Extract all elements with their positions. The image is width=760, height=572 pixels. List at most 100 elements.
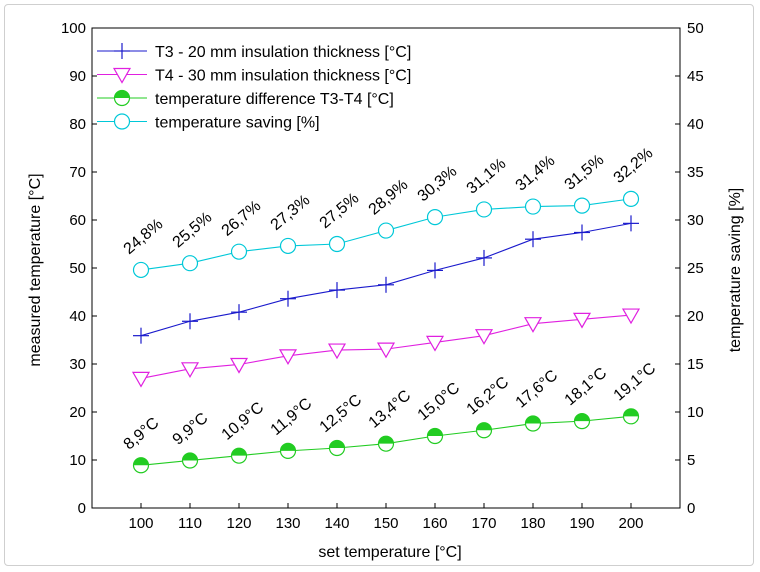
y2-tick-label: 45 bbox=[687, 68, 704, 85]
data-label: 9,9°C bbox=[170, 410, 212, 449]
legend-entry: T3 - 20 mm insulation thickness [°C] bbox=[155, 44, 411, 61]
data-point bbox=[572, 312, 592, 329]
y2-tick-label: 40 bbox=[687, 116, 704, 133]
data-point bbox=[182, 452, 198, 461]
data-label: 27,5% bbox=[317, 190, 363, 232]
series-1 bbox=[131, 308, 641, 388]
data-point bbox=[180, 362, 200, 379]
data-point bbox=[377, 222, 395, 239]
data-label: 32,2% bbox=[611, 145, 657, 187]
data-point bbox=[230, 243, 248, 260]
y-tick-label: 0 bbox=[78, 500, 86, 517]
data-label: 18,1°C bbox=[562, 365, 611, 410]
y-tick-label: 80 bbox=[69, 116, 86, 133]
data-point bbox=[425, 335, 445, 352]
data-label: 10,9°C bbox=[219, 399, 268, 444]
data-label: 12,5°C bbox=[317, 391, 366, 436]
x-tick-label: 110 bbox=[178, 515, 202, 532]
y-tick-label: 40 bbox=[69, 308, 86, 325]
data-point bbox=[132, 261, 150, 279]
y-tick-label: 60 bbox=[69, 212, 86, 229]
data-point bbox=[376, 342, 396, 359]
y2-tick-label: 0 bbox=[687, 500, 695, 517]
legend-marker bbox=[113, 113, 131, 130]
data-label: 25,5% bbox=[170, 209, 216, 251]
y2-tick-label: 15 bbox=[687, 356, 704, 373]
data-point bbox=[525, 416, 541, 424]
x-tick-label: 150 bbox=[373, 515, 398, 532]
y-tick-label: 100 bbox=[61, 20, 86, 37]
figure-frame bbox=[4, 4, 754, 566]
y-tick-label: 50 bbox=[69, 260, 86, 277]
data-label: 31,1% bbox=[464, 155, 510, 197]
y2-tick-label: 30 bbox=[687, 212, 704, 229]
y-tick-label: 20 bbox=[69, 404, 86, 421]
y2-tick-label: 25 bbox=[687, 260, 704, 277]
legend-entry: T4 - 30 mm insulation thickness [°C] bbox=[155, 68, 411, 85]
y-tick-label: 10 bbox=[69, 452, 86, 469]
data-label: 15,0°C bbox=[415, 379, 464, 424]
data-point bbox=[231, 448, 247, 456]
y-tick-label: 90 bbox=[69, 68, 86, 85]
y2-tick-label: 5 bbox=[687, 452, 695, 469]
data-point bbox=[131, 371, 151, 388]
data-point bbox=[523, 317, 543, 333]
data-label: 8,9°C bbox=[121, 414, 163, 453]
data-point bbox=[327, 343, 347, 360]
y-tick-label: 30 bbox=[69, 356, 86, 373]
data-point bbox=[574, 413, 590, 422]
x-tick-label: 120 bbox=[226, 515, 251, 532]
data-label: 31,4% bbox=[513, 152, 559, 194]
data-point bbox=[426, 209, 444, 226]
y2-tick-label: 50 bbox=[687, 20, 704, 37]
data-label: 19,1°C bbox=[611, 360, 660, 405]
data-point bbox=[329, 440, 345, 448]
data-label: 13,4°C bbox=[366, 387, 415, 432]
x-tick-label: 100 bbox=[128, 515, 153, 532]
data-point bbox=[279, 237, 297, 255]
data-label: 31,5% bbox=[562, 151, 608, 193]
data-point bbox=[280, 443, 296, 451]
data-point bbox=[278, 349, 298, 366]
x-tick-label: 160 bbox=[422, 515, 447, 532]
data-point bbox=[181, 255, 199, 272]
data-label: 16,2°C bbox=[464, 374, 513, 419]
y2-tick-label: 10 bbox=[687, 404, 704, 421]
series-3: 24,8% 25,5% 26,7% 27,3% 27,5% 28,9% 30,3% 31,1%… bbox=[121, 145, 657, 279]
data-label: 17,6°C bbox=[513, 367, 562, 412]
data-point bbox=[573, 197, 591, 214]
y2-tick-label: 20 bbox=[687, 308, 704, 325]
data-label: 26,7% bbox=[219, 198, 265, 240]
y2-axis-label: temperature saving [%] bbox=[727, 188, 744, 353]
data-point bbox=[524, 198, 542, 215]
data-label: 27,3% bbox=[268, 192, 314, 234]
x-tick-label: 180 bbox=[520, 515, 545, 532]
x-tick-label: 200 bbox=[618, 515, 643, 532]
data-label: 24,8% bbox=[121, 216, 167, 258]
data-point bbox=[476, 422, 492, 431]
data-point bbox=[229, 357, 249, 374]
data-point bbox=[474, 329, 494, 345]
data-point bbox=[427, 428, 443, 436]
data-point bbox=[623, 408, 639, 417]
data-point bbox=[621, 308, 641, 325]
data-point bbox=[328, 235, 346, 253]
y-axis-label: measured temperature [°C] bbox=[27, 173, 44, 366]
data-label: 28,9% bbox=[366, 176, 412, 218]
x-tick-label: 130 bbox=[275, 515, 300, 532]
y-tick-label: 70 bbox=[69, 164, 86, 181]
data-label: 30,3% bbox=[415, 163, 461, 205]
x-tick-label: 190 bbox=[569, 515, 594, 532]
legend-entry: temperature difference T3-T4 [°C] bbox=[155, 91, 394, 108]
legend-marker bbox=[114, 90, 130, 98]
x-tick-label: 170 bbox=[471, 515, 496, 532]
data-label: 11,9°C bbox=[268, 395, 316, 439]
data-point bbox=[378, 436, 394, 444]
series-0 bbox=[133, 215, 639, 344]
data-point bbox=[622, 190, 640, 207]
legend-marker bbox=[112, 67, 132, 84]
series-2: 8,9°C 9,9°C 10,9°C 11,9°C 12,5°C 13,4°C 15,0°C… bbox=[121, 360, 660, 474]
y2-tick-label: 35 bbox=[687, 164, 704, 181]
data-point bbox=[475, 201, 493, 218]
